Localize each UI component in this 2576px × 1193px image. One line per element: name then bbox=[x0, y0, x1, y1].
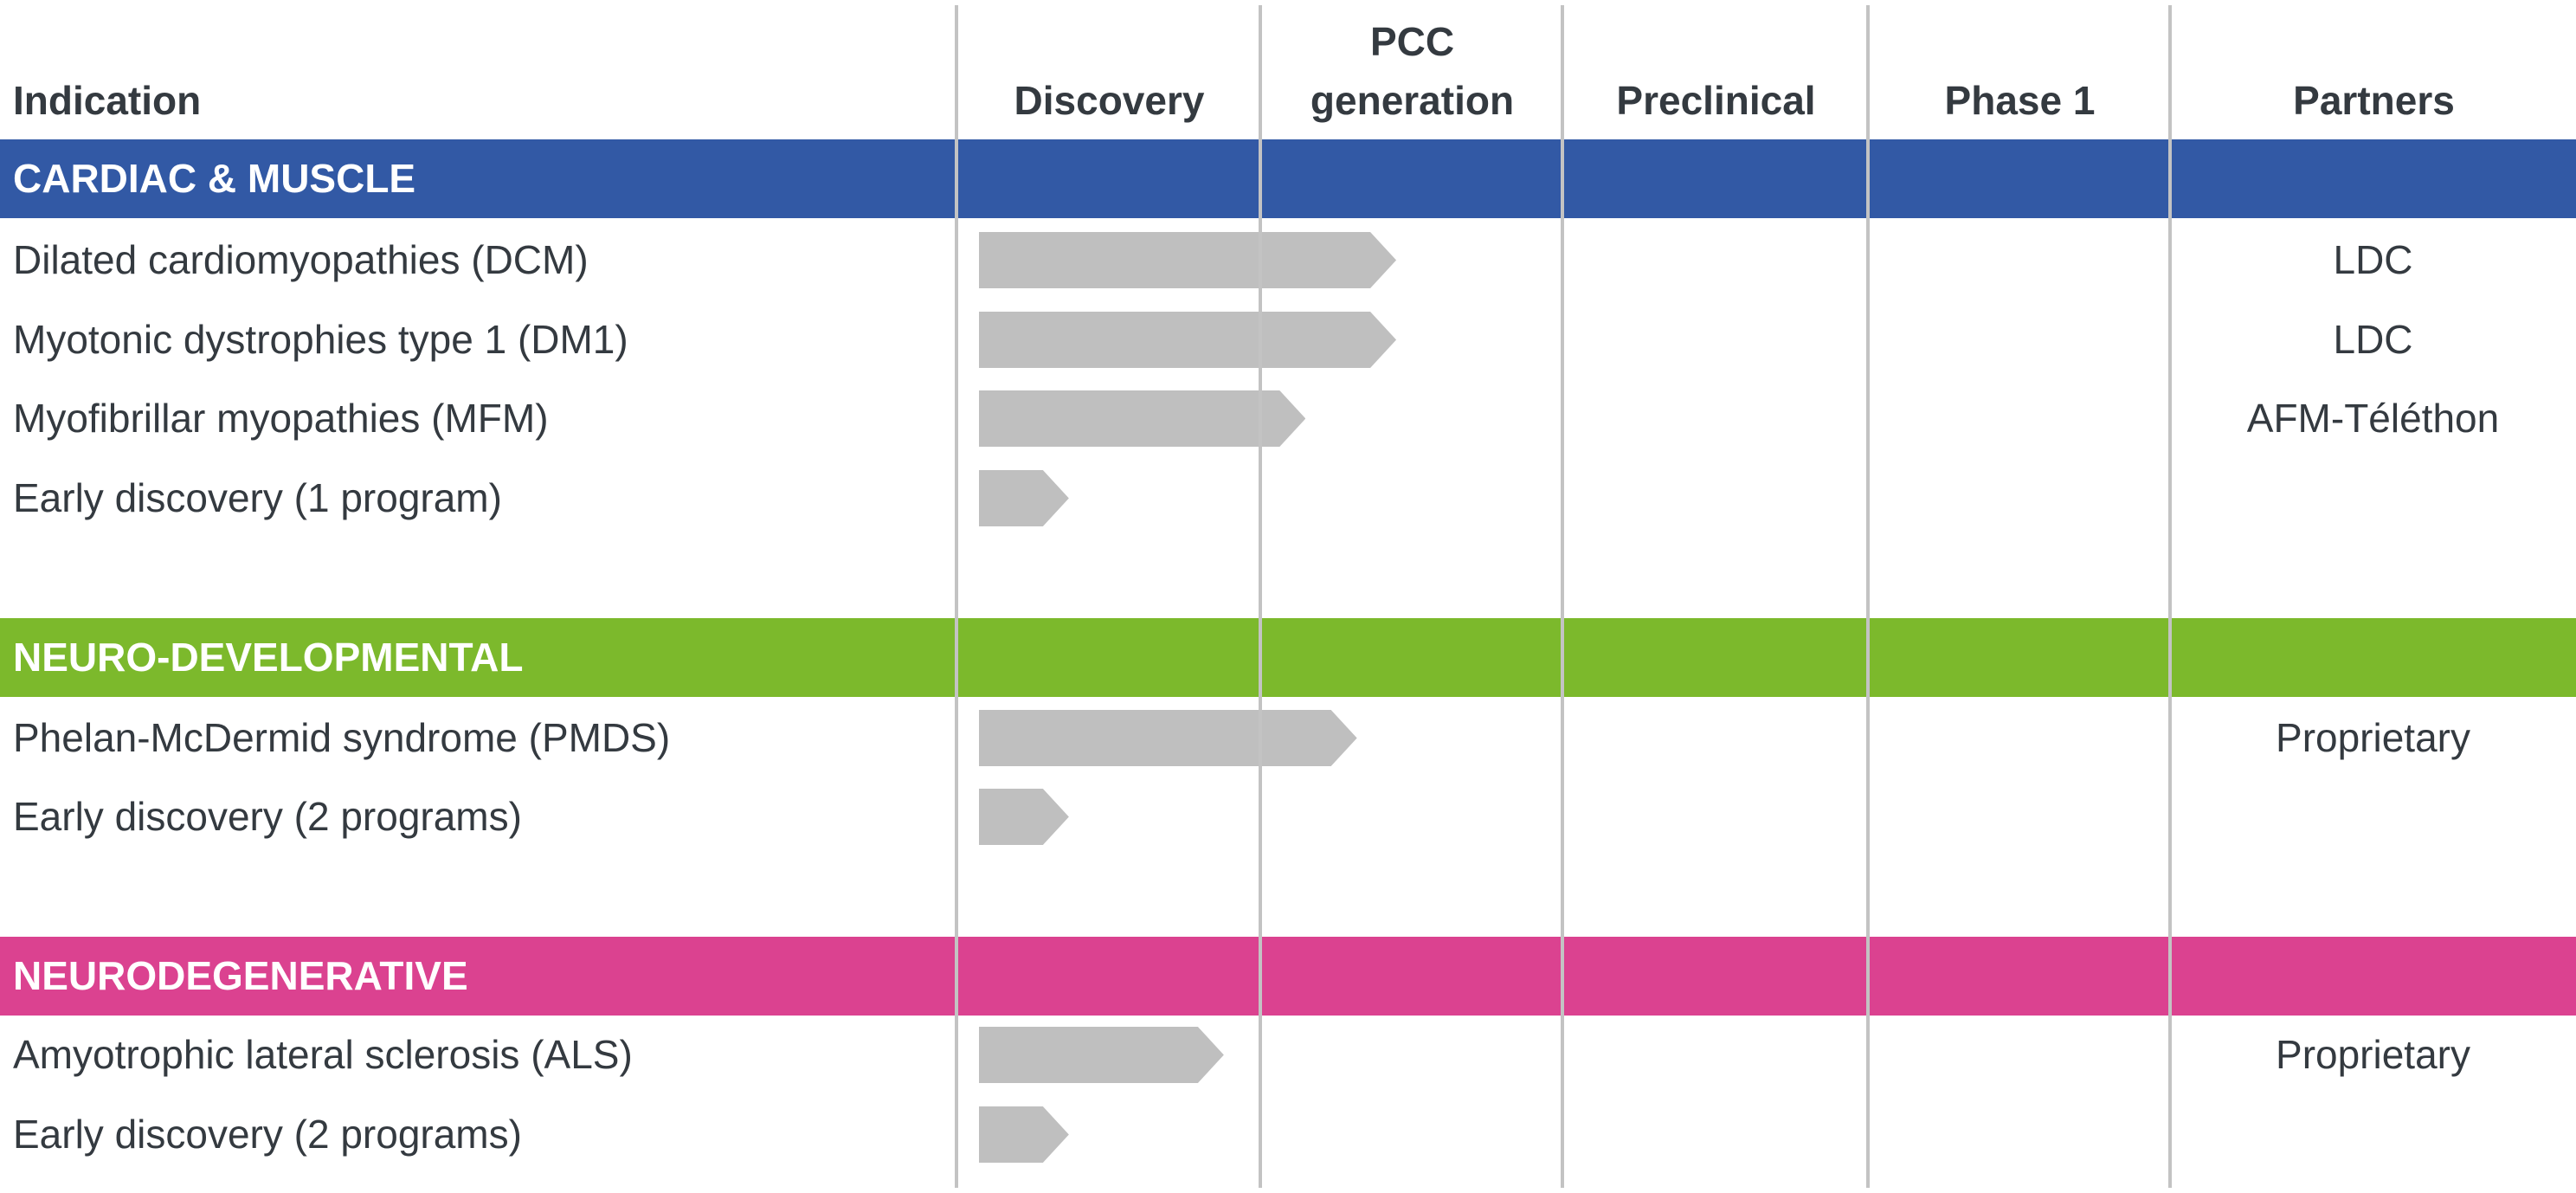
table-row: Early discovery (2 programs) bbox=[0, 1095, 2576, 1174]
progress-arrow bbox=[979, 1106, 1069, 1163]
column-header-pcc-generation: PCC generation bbox=[1262, 17, 1562, 125]
partner-label: LDC bbox=[2333, 317, 2413, 362]
pcc-line1: PCC bbox=[1369, 19, 1455, 64]
partner-label: Proprietary bbox=[2276, 1032, 2470, 1077]
column-divider bbox=[955, 5, 958, 1188]
indication-label: Early discovery (2 programs) bbox=[13, 1112, 522, 1157]
progress-arrow bbox=[979, 312, 1396, 368]
indication-label: Myotonic dystrophies type 1 (DM1) bbox=[13, 317, 628, 362]
table-row: Early discovery (1 program) bbox=[0, 459, 2576, 538]
partner-label: LDC bbox=[2333, 237, 2413, 282]
progress-arrow bbox=[979, 710, 1357, 766]
column-header-preclinical: Preclinical bbox=[1616, 78, 1816, 123]
pcc-line2: generation bbox=[1310, 78, 1515, 123]
column-divider bbox=[1259, 5, 1262, 1188]
progress-arrow bbox=[979, 470, 1069, 526]
column-header-indication: Indication bbox=[13, 78, 202, 123]
column-divider bbox=[2168, 5, 2172, 1188]
group-band-neurodegenerative: NEURODEGENERATIVE bbox=[0, 937, 2576, 1016]
table-row: Myotonic dystrophies type 1 (DM1) LDC bbox=[0, 300, 2576, 379]
group-title: CARDIAC & MUSCLE bbox=[13, 156, 416, 201]
indication-label: Myofibrillar myopathies (MFM) bbox=[13, 396, 549, 441]
group-title: NEURODEGENERATIVE bbox=[13, 953, 468, 998]
progress-arrow bbox=[979, 1027, 1224, 1083]
column-header-discovery: Discovery bbox=[1014, 78, 1205, 123]
indication-label: Dilated cardiomyopathies (DCM) bbox=[13, 237, 589, 282]
indication-label: Early discovery (1 program) bbox=[13, 475, 502, 520]
indication-label: Amyotrophic lateral sclerosis (ALS) bbox=[13, 1032, 633, 1077]
group-band-cardiac-muscle: CARDIAC & MUSCLE bbox=[0, 139, 2576, 218]
group-title: NEURO-DEVELOPMENTAL bbox=[13, 635, 524, 680]
partner-label: AFM-Téléthon bbox=[2246, 396, 2500, 441]
partner-label: Proprietary bbox=[2276, 715, 2470, 760]
table-row: Myofibrillar myopathies (MFM) AFM-Télétho… bbox=[0, 379, 2576, 458]
table-row: Dilated cardiomyopathies (DCM) LDC bbox=[0, 221, 2576, 300]
column-header-phase-1: Phase 1 bbox=[1944, 78, 2096, 123]
progress-arrow bbox=[979, 232, 1396, 288]
table-row: Amyotrophic lateral sclerosis (ALS) Propr… bbox=[0, 1016, 2576, 1094]
table-row: Phelan-McDermid syndrome (PMDS) Proprieta… bbox=[0, 699, 2576, 777]
indication-label: Early discovery (2 programs) bbox=[13, 794, 522, 839]
progress-arrow bbox=[979, 789, 1069, 845]
column-header-partners: Partners bbox=[2293, 78, 2455, 123]
indication-label: Phelan-McDermid syndrome (PMDS) bbox=[13, 715, 671, 760]
column-divider bbox=[1561, 5, 1564, 1188]
table-row: Early discovery (2 programs) bbox=[0, 777, 2576, 856]
progress-arrow bbox=[979, 390, 1305, 447]
column-divider bbox=[1866, 5, 1870, 1188]
group-band-neuro-developmental: NEURO-DEVELOPMENTAL bbox=[0, 618, 2576, 697]
